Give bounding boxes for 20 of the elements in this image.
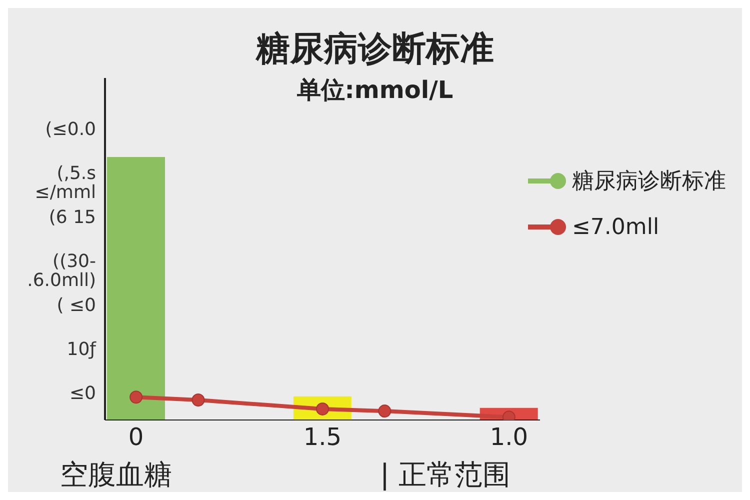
text: (≤0.0 xyxy=(44,119,96,140)
legend-label: ≤7.0mll xyxy=(572,214,660,240)
point xyxy=(130,390,143,404)
x-tick-label: 1.0 xyxy=(490,423,528,452)
text: 10ƒ xyxy=(66,339,96,360)
legend-label: 糖尿病诊断标准 xyxy=(572,168,726,196)
x-tick-label: 0 xyxy=(128,423,144,452)
text: ≤0 xyxy=(68,383,96,404)
point xyxy=(378,404,392,418)
chart-subtitle: 单位:mmol/L xyxy=(296,75,454,106)
text: ( ≤0 xyxy=(56,295,96,316)
text: (,5.s ≤/mml xyxy=(34,163,96,203)
text: (6 15 xyxy=(48,207,96,228)
text: | 正常范围 xyxy=(380,457,510,493)
point xyxy=(192,394,205,407)
point xyxy=(316,402,329,416)
x-tick-label: 1.5 xyxy=(303,423,342,452)
text: ((30- .6.0mll) xyxy=(26,251,96,291)
chart-title: 糖尿病诊断标准 xyxy=(254,28,495,71)
text: 空腹血糖 xyxy=(60,457,172,493)
